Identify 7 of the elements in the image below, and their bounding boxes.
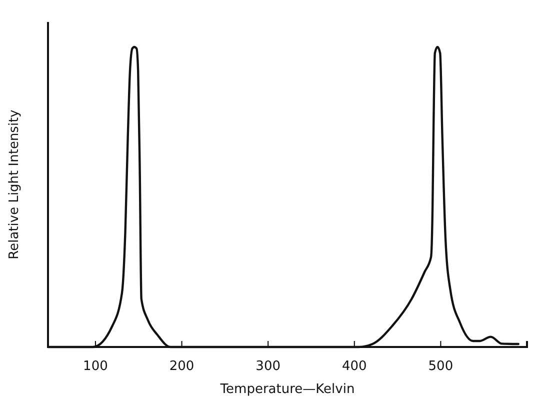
x-axis-title: Temperature—Kelvin bbox=[219, 382, 355, 397]
x-tick-label: 500 bbox=[428, 359, 454, 374]
x-tick-label: 400 bbox=[342, 359, 367, 374]
x-tick-label: 300 bbox=[256, 359, 280, 374]
x-tick-label: 100 bbox=[83, 359, 108, 374]
x-tick-label: 200 bbox=[169, 359, 194, 374]
y-axis-title: Relative Light Intensity bbox=[7, 109, 22, 260]
